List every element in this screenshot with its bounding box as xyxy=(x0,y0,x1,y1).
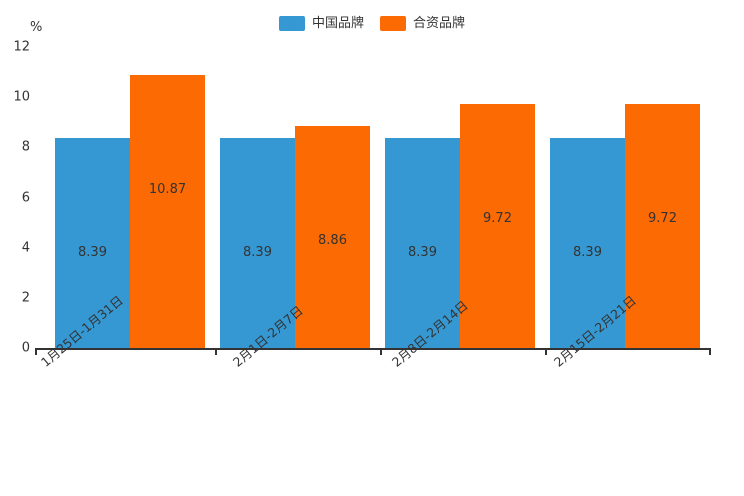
x-axis-line xyxy=(35,348,711,350)
y-tick-label-6: 6 xyxy=(21,190,30,205)
y-tick-label-8: 8 xyxy=(21,139,30,155)
y-tick-label-10: 10 xyxy=(13,89,30,105)
bar-value-china-brand-1: 8.39 xyxy=(243,244,272,260)
y-axis-unit-label: % xyxy=(30,20,43,35)
bar-value-china-brand-2: 8.39 xyxy=(408,244,437,260)
x-axis-tick-1 xyxy=(215,348,217,355)
y-tick-label-4: 4 xyxy=(21,240,30,256)
x-axis-tick-2 xyxy=(380,348,382,355)
legend-label-china-brand: 中国品牌 xyxy=(311,15,364,31)
bar-value-joint-venture-brand-0: 10.87 xyxy=(148,182,187,198)
y-tick-label-0: 0 xyxy=(21,340,30,356)
legend-item-china-brand[interactable]: 中国品牌 xyxy=(278,15,364,31)
y-axis-ticks: 12 10 8 6 4 2 0 xyxy=(0,40,30,356)
bar-joint-venture-brand-1[interactable]: 8.86 xyxy=(295,125,370,348)
bar-china-brand-2[interactable]: 8.39 xyxy=(385,137,460,348)
bar-china-brand-1[interactable]: 8.39 xyxy=(220,137,295,348)
y-tick-label-12: 12 xyxy=(13,39,30,55)
x-axis-tick-3 xyxy=(545,348,547,355)
x-axis-tick-4 xyxy=(709,348,711,355)
bar-joint-venture-brand-3[interactable]: 9.72 xyxy=(625,104,700,348)
y-tick-label-2: 2 xyxy=(21,290,30,306)
bar-joint-venture-brand-0[interactable]: 10.87 xyxy=(130,75,205,348)
bar-value-joint-venture-brand-1: 8.86 xyxy=(318,232,347,248)
bar-value-joint-venture-brand-2: 9.72 xyxy=(483,211,512,227)
bar-value-china-brand-3: 8.39 xyxy=(573,244,602,260)
x-axis-tick-0 xyxy=(35,348,37,355)
bar-value-joint-venture-brand-3: 9.72 xyxy=(648,211,677,227)
chart-legend: 中国品牌 合资品牌 xyxy=(0,12,744,34)
bar-china-brand-3[interactable]: 8.39 xyxy=(550,137,625,348)
bar-value-china-brand-0: 8.39 xyxy=(78,244,107,260)
legend-swatch-china-brand xyxy=(278,15,305,31)
bar-china-brand-0[interactable]: 8.39 xyxy=(55,137,130,348)
legend-item-joint-venture-brand[interactable]: 合资品牌 xyxy=(380,15,466,31)
bar-joint-venture-brand-2[interactable]: 9.72 xyxy=(460,104,535,348)
plot-area: 8.39 10.87 8.39 8.86 8.39 9.72 8.39 9.72 xyxy=(35,47,710,348)
legend-label-joint-venture-brand: 合资品牌 xyxy=(413,15,466,31)
legend-swatch-joint-venture-brand xyxy=(380,15,406,31)
